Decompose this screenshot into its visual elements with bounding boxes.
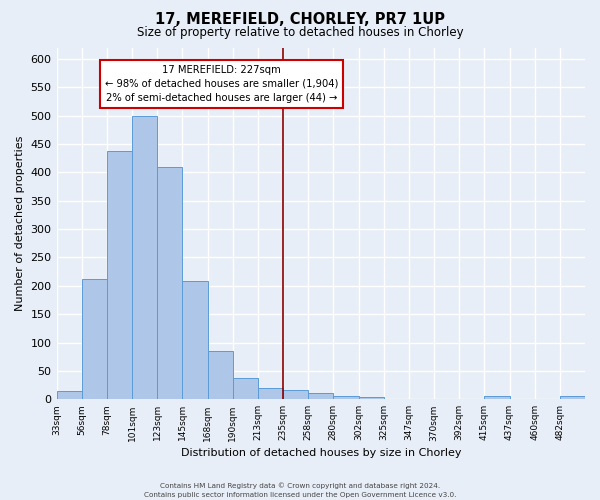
Text: Contains HM Land Registry data © Crown copyright and database right 2024.: Contains HM Land Registry data © Crown c…: [160, 482, 440, 489]
Bar: [157, 167, 182, 400]
Bar: [56, 391, 82, 400]
Text: Size of property relative to detached houses in Chorley: Size of property relative to detached ho…: [137, 26, 463, 39]
Bar: [283, 390, 308, 400]
X-axis label: Distribution of detached houses by size in Chorley: Distribution of detached houses by size …: [181, 448, 461, 458]
Bar: [82, 279, 107, 400]
Text: Contains public sector information licensed under the Open Government Licence v3: Contains public sector information licen…: [144, 492, 456, 498]
Bar: [383, 399, 409, 400]
Bar: [359, 397, 383, 400]
Bar: [208, 351, 233, 400]
Bar: [258, 388, 283, 400]
Bar: [233, 378, 258, 400]
Bar: [182, 280, 208, 400]
Bar: [107, 152, 132, 400]
Bar: [308, 392, 334, 400]
Bar: [132, 116, 157, 400]
Y-axis label: Number of detached properties: Number of detached properties: [15, 136, 25, 311]
Bar: [484, 396, 509, 400]
Bar: [560, 396, 585, 400]
Text: 17 MEREFIELD: 227sqm
← 98% of detached houses are smaller (1,904)
2% of semi-det: 17 MEREFIELD: 227sqm ← 98% of detached h…: [105, 64, 338, 102]
Text: 17, MEREFIELD, CHORLEY, PR7 1UP: 17, MEREFIELD, CHORLEY, PR7 1UP: [155, 12, 445, 28]
Bar: [334, 396, 359, 400]
